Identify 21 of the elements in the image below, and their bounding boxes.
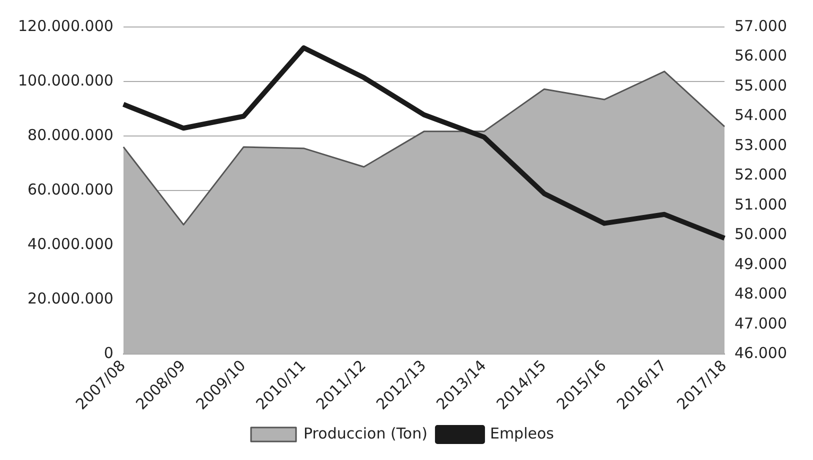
y2-tick-label: 52.000 xyxy=(734,166,788,184)
y-tick-label: 80.000.000 xyxy=(28,126,114,144)
y-tick-label: 0 xyxy=(104,344,114,362)
y-tick-label: 60.000.000 xyxy=(28,180,114,198)
legend-label: Produccion (Ton) xyxy=(304,424,428,442)
y-tick-label: 100.000.000 xyxy=(18,71,114,90)
y2-tick-label: 47.000 xyxy=(734,314,788,332)
legend-label: Empleos xyxy=(490,424,554,442)
y-tick-label: 20.000.000 xyxy=(28,290,114,308)
y-tick-label: 40.000.000 xyxy=(28,235,114,254)
y2-tick-label: 54.000 xyxy=(734,106,788,124)
y2-tick-label: 57.000 xyxy=(734,16,788,35)
y2-tick-label: 53.000 xyxy=(734,136,788,154)
y2-tick-label: 50.000 xyxy=(734,225,788,244)
y2-tick-label: 51.000 xyxy=(734,195,788,214)
y2-tick-label: 56.000 xyxy=(734,46,788,65)
y2-tick-label: 49.000 xyxy=(734,254,788,273)
y2-tick-label: 48.000 xyxy=(734,284,788,303)
y-tick-label: 120.000.000 xyxy=(18,16,114,35)
y2-tick-label: 55.000 xyxy=(734,76,788,94)
y2-tick-label: 46.000 xyxy=(734,344,788,362)
